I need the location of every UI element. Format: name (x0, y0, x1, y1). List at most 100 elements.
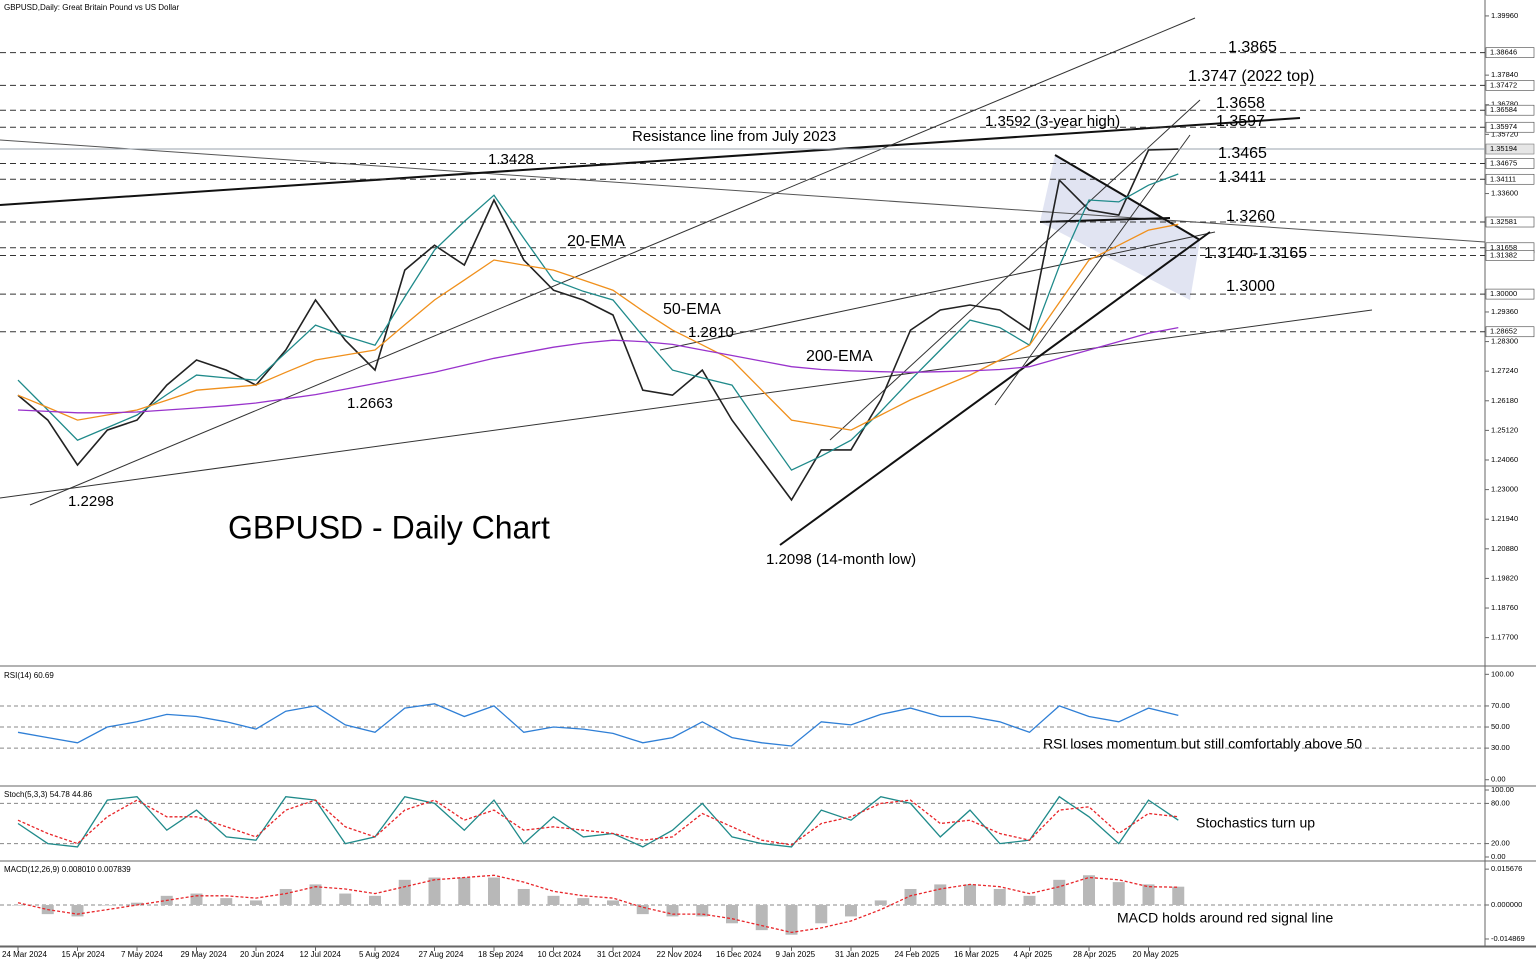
macd-bar (369, 895, 381, 905)
annotation: 1.2663 (347, 395, 393, 412)
annotation: 1.3747 (2022 top) (1188, 68, 1314, 85)
y-tick-label: 80.00 (1491, 798, 1510, 807)
y-tick-label: 30.00 (1491, 743, 1510, 752)
current-price-tag (1485, 143, 1535, 155)
macd-bar (874, 900, 887, 905)
level-tag (1485, 104, 1535, 116)
macd-bar (904, 888, 917, 905)
annotation: 20-EMA (567, 233, 625, 250)
macd-bar (1083, 875, 1095, 905)
macd-bar (458, 877, 471, 905)
macd-bar (12, 904, 24, 906)
series-line (17, 795, 1179, 848)
y-tick-label: 1.20880 (1491, 544, 1518, 553)
annotation: 1.3411 (1218, 169, 1266, 186)
panel-note: Stochastics turn up (1196, 815, 1315, 831)
macd-bar (1142, 884, 1155, 905)
x-tick-label: 20 Jun 2024 (240, 950, 285, 959)
series-line (17, 173, 1179, 471)
y-tick-label: 1.28300 (1491, 337, 1518, 346)
annotation: 1.3000 (1226, 278, 1275, 295)
level-tag (1485, 158, 1535, 169)
y-tick-label: 1.26180 (1491, 396, 1518, 405)
x-tick-label: 15 Apr 2024 (62, 950, 106, 959)
macd-bar (250, 900, 262, 905)
level-tag (1485, 250, 1535, 261)
trend-line (0, 139, 1486, 243)
series-line (17, 799, 1179, 846)
annotation: 1.3428 (488, 151, 534, 168)
y-tick-label: 1.23000 (1491, 485, 1518, 494)
macd-bar (815, 904, 828, 924)
panel-title: MACD(12,26,9) 0.008010 0.007839 (4, 865, 131, 874)
y-tick-label: 100.00 (1491, 669, 1514, 678)
y-tick-label: 1.21940 (1491, 514, 1518, 523)
macd-bar (755, 904, 768, 931)
x-tick-label: 5 Aug 2024 (359, 950, 400, 959)
macd-bar (339, 893, 352, 905)
trend-line (0, 309, 1373, 499)
wedge-shade (1040, 155, 1200, 300)
level-label: 1.31382 (1490, 250, 1517, 259)
y-tick-label: 1.39960 (1491, 11, 1518, 20)
x-tick-label: 22 Nov 2024 (657, 950, 703, 959)
y-tick-label: 1.17700 (1491, 633, 1518, 642)
macd-bar (1112, 882, 1125, 905)
level-label: 1.32581 (1490, 217, 1517, 226)
level-tag (1485, 173, 1535, 185)
x-tick-label: 31 Oct 2024 (597, 950, 641, 959)
trend-line (779, 231, 1211, 546)
annotation: 1.3465 (1218, 145, 1267, 162)
x-tick-label: 10 Oct 2024 (538, 950, 582, 959)
level-tag (1485, 80, 1535, 91)
macd-bar (428, 877, 441, 905)
trend-line (659, 231, 1216, 351)
y-tick-label: 1.37840 (1491, 70, 1518, 79)
x-tick-label: 16 Dec 2024 (716, 950, 762, 959)
macd-bar (101, 904, 114, 906)
annotation: 1.3597 (1216, 113, 1265, 130)
macd-bar (220, 898, 233, 905)
annotation: GBPUSD - Daily Chart (228, 509, 550, 545)
level-label: 1.30000 (1490, 289, 1517, 298)
annotation: 1.3592 (3-year high) (985, 113, 1120, 130)
macd-bar (131, 902, 143, 905)
macd-bar (488, 877, 500, 905)
level-tag (1485, 288, 1535, 300)
level-tag (1485, 216, 1535, 228)
y-tick-label: 1.29360 (1491, 307, 1518, 316)
x-tick-label: 18 Sep 2024 (478, 950, 524, 959)
level-tag (1485, 326, 1535, 338)
level-label: 1.38646 (1490, 48, 1517, 57)
macd-bar (577, 898, 590, 905)
panel-title: GBPUSD,Daily: Great Britain Pound vs US … (4, 3, 180, 12)
macd-bar (71, 904, 84, 917)
annotation: 1.2298 (68, 493, 114, 510)
macd-bar (190, 893, 203, 905)
wedge-line (1039, 217, 1171, 223)
y-tick-label: 1.36780 (1491, 100, 1518, 109)
macd-bar (1172, 886, 1185, 905)
macd-bar (309, 884, 322, 905)
trend-line (994, 134, 1191, 406)
macd-bar (1053, 879, 1066, 905)
x-tick-label: 4 Apr 2025 (1014, 950, 1053, 959)
x-tick-label: 28 Apr 2025 (1073, 950, 1117, 959)
y-tick-label: 1.25120 (1491, 425, 1518, 434)
level-label: 1.35974 (1490, 122, 1517, 131)
series-line (17, 326, 1179, 414)
macd-bar (517, 888, 530, 905)
series-line (17, 223, 1179, 431)
level-label: 1.37472 (1490, 80, 1517, 89)
y-tick-label: 1.18760 (1491, 603, 1518, 612)
macd-bar (607, 900, 619, 905)
y-tick-label: -0.014869 (1491, 934, 1525, 943)
x-tick-label: 16 Mar 2025 (954, 950, 999, 959)
annotation: 1.3658 (1216, 95, 1265, 112)
current-price-label: 1.35194 (1490, 144, 1517, 153)
annotation: 200-EMA (806, 348, 873, 365)
macd-bar (279, 888, 292, 905)
level-tag (1485, 47, 1535, 58)
